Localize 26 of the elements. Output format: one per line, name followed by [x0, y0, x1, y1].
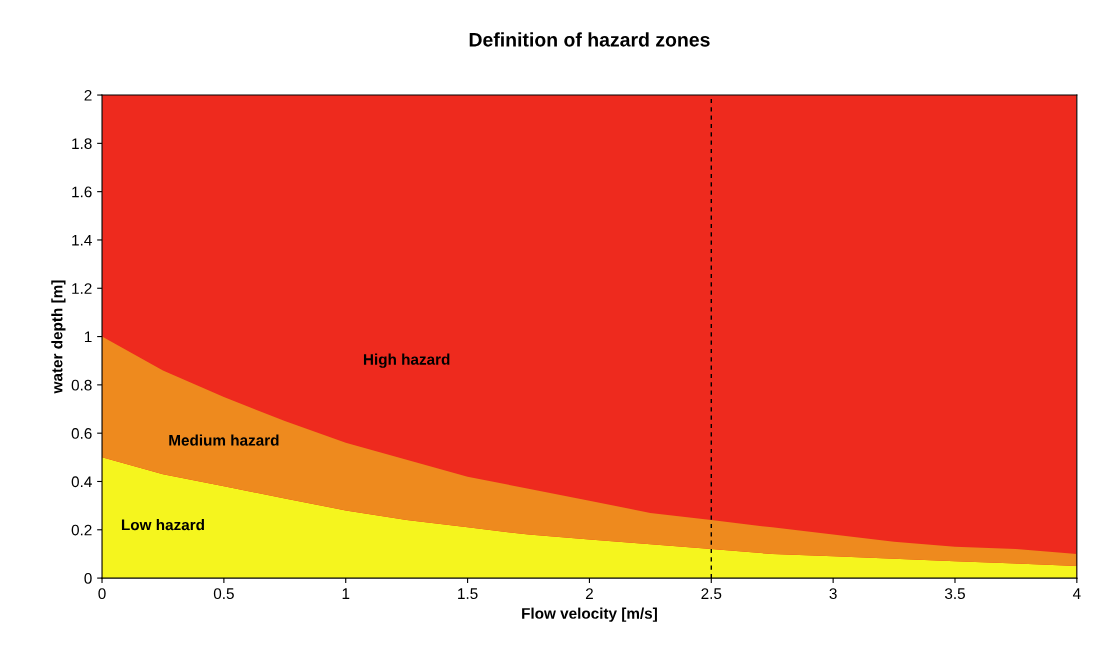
y-tick-label: 1.4: [72, 234, 92, 246]
x-tick-label: 2: [585, 588, 593, 599]
y-tick-label: 0.6: [71, 428, 92, 439]
y-tick-label: 0.2: [71, 524, 92, 536]
y-tick-label: 1: [84, 331, 92, 343]
band-label: High hazard: [363, 353, 450, 368]
x-axis-title: Flow velocity [m/s]: [522, 607, 657, 622]
series-label: Medium hazard: [169, 434, 279, 446]
y-tick-label: 1.8: [72, 138, 92, 150]
y-tick-label: 2: [84, 89, 92, 101]
x-tick-label: 3.5: [944, 588, 965, 600]
series-label: Low hazard: [121, 519, 204, 531]
chart-title: Definition of hazard zones: [469, 32, 710, 47]
y-tick-label: 0: [84, 572, 92, 584]
y-tick-label: 1.2: [72, 283, 92, 294]
x-tick-label: 4: [1072, 588, 1081, 599]
y-tick-label: 0.8: [71, 379, 92, 391]
y-tick-label: 0.4: [71, 476, 92, 488]
x-tick-label: 1: [342, 588, 350, 599]
x-tick-label: 3: [829, 588, 837, 600]
y-tick-label: 1.6: [72, 186, 92, 198]
x-tick-label: 2.5: [701, 588, 722, 600]
y-axis-title: water depth [m]: [51, 280, 66, 394]
x-tick-label: 1.5: [458, 588, 478, 600]
x-tick-label: 0: [98, 588, 106, 600]
x-tick-label: 0.5: [213, 588, 234, 600]
